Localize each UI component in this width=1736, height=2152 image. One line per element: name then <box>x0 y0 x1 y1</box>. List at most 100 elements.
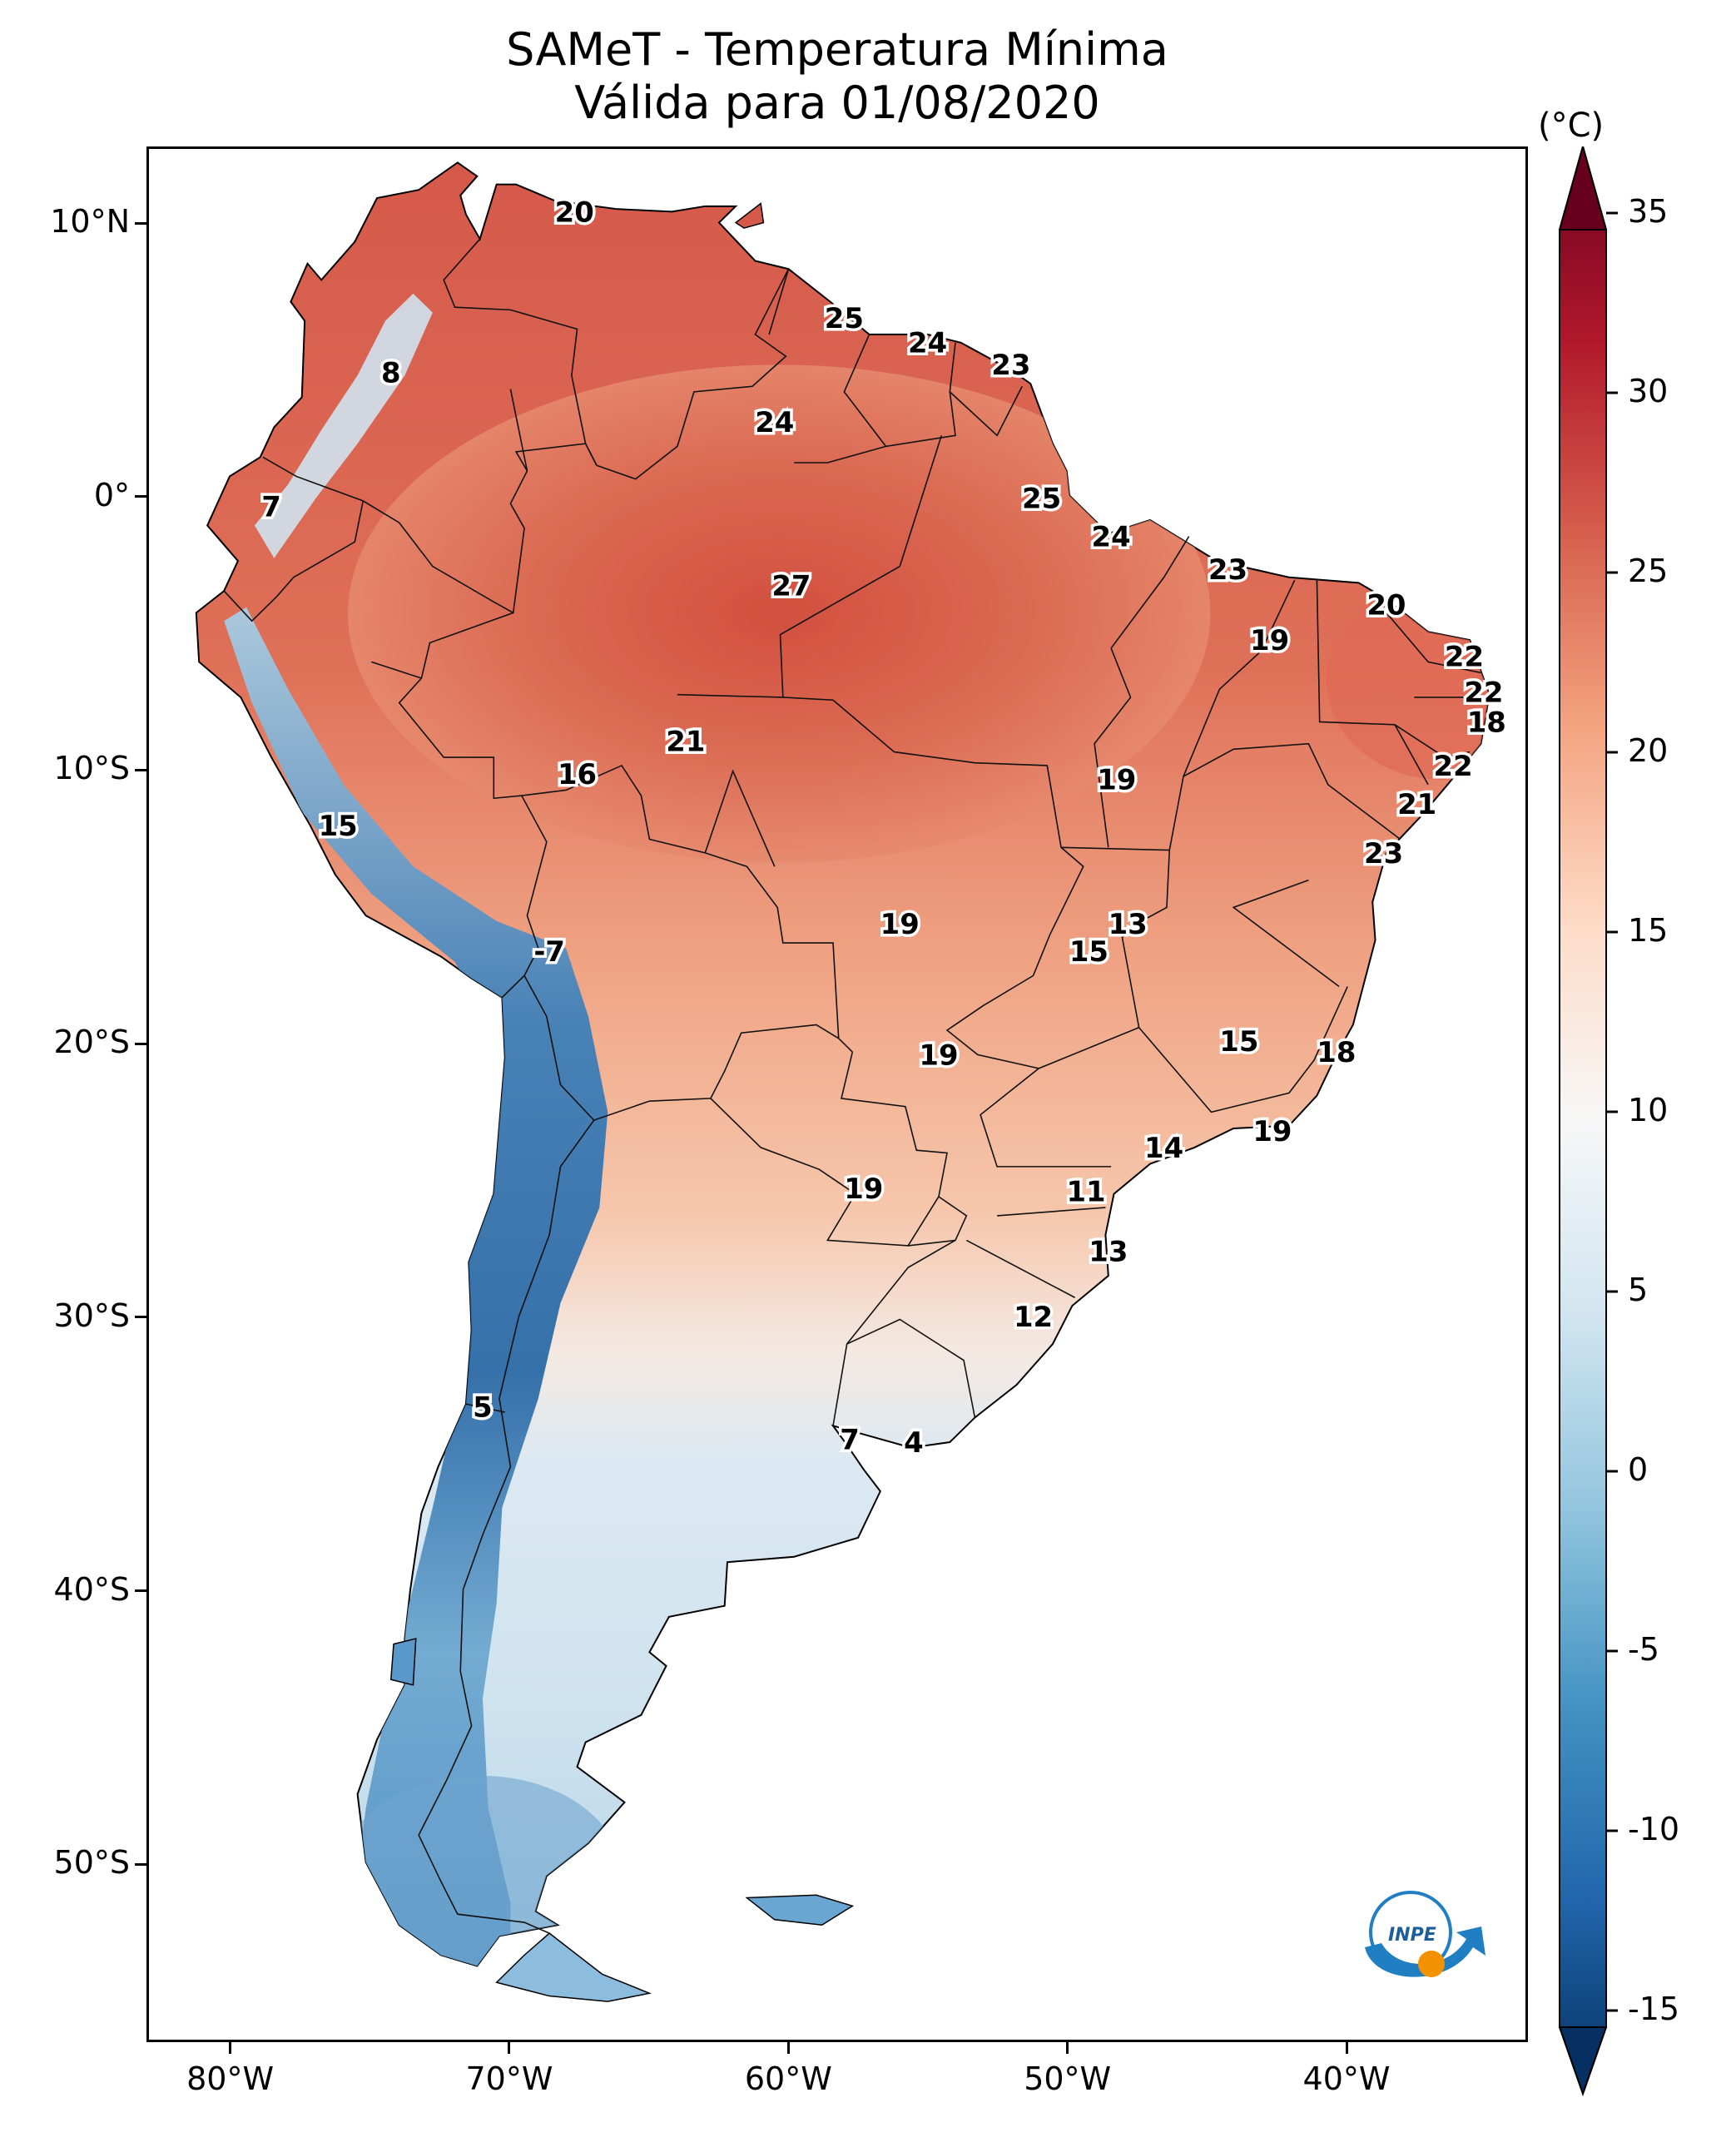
colorbar-tick-label: 15 <box>1628 912 1669 949</box>
colorbar-tick-label: 25 <box>1628 553 1669 589</box>
border-line <box>465 1403 505 1413</box>
colorbar-tick-label: 35 <box>1628 193 1669 230</box>
contour-label: 24 <box>755 406 794 439</box>
border-line <box>768 268 790 335</box>
colombia-andes-cool <box>254 293 433 558</box>
border-line <box>1110 536 1190 649</box>
colorbar-tick-label: 0 <box>1628 1451 1649 1488</box>
contour-label: 19 <box>1097 763 1136 796</box>
islands <box>389 202 855 2002</box>
lat-tick-mark <box>135 1862 146 1866</box>
border-line <box>521 764 853 1053</box>
colorbar-tick-label: -15 <box>1628 1991 1680 2027</box>
contour-label: 24 <box>908 327 947 359</box>
border-line <box>1386 612 1481 674</box>
patagonia-cold-zone <box>340 1775 622 1966</box>
lon-tick-mark <box>229 2042 232 2054</box>
border-line <box>443 238 598 466</box>
logo-orbit <box>1369 1891 1452 1974</box>
northeast-warm-zone <box>1326 580 1490 780</box>
lon-tick-mark <box>508 2042 511 2054</box>
contour-label: 24 <box>1092 521 1131 553</box>
contour-label: 7 <box>261 490 281 523</box>
lat-tick-label: 20°S <box>53 1024 130 1061</box>
border-line <box>794 445 886 464</box>
lat-tick-mark <box>135 1589 146 1593</box>
contour-label: 13 <box>1109 908 1148 940</box>
contour-label: 4 <box>904 1426 924 1459</box>
contour-label: 22 <box>1434 750 1473 782</box>
tierra-del-fuego <box>495 1932 652 2002</box>
colorbar <box>1558 146 1618 2097</box>
contour-label: 13 <box>1089 1235 1128 1267</box>
lat-tick-label: 30°S <box>53 1297 130 1334</box>
map-panel: 20 8 25 24 23 24 7 25 24 27 23 20 19 22 22 18 21 16 19 22 21… <box>146 146 1528 2042</box>
contour-label: 23 <box>1208 553 1247 586</box>
contour-label: 18 <box>1317 1036 1356 1069</box>
falklands-island <box>745 1894 855 1926</box>
border-line <box>997 1207 1106 1217</box>
border-line <box>949 385 1023 437</box>
colorbar-tick-label: 20 <box>1628 732 1669 769</box>
lat-tick-label: 10°S <box>53 750 130 787</box>
border-line <box>677 693 783 698</box>
border-line <box>840 1051 948 1197</box>
contour-label: 12 <box>1014 1301 1053 1333</box>
lat-tick-label: 0° <box>93 476 130 513</box>
border-line <box>710 1098 940 1247</box>
border-line <box>908 1196 968 1247</box>
contour-label: 23 <box>991 349 1030 381</box>
border-line <box>1168 742 1401 850</box>
border-line <box>1183 579 1296 777</box>
lon-tick-label: 50°W <box>1024 2060 1112 2097</box>
border-line <box>779 435 943 697</box>
contour-label: 15 <box>1069 935 1109 968</box>
colorbar-tick-label: 10 <box>1628 1092 1669 1128</box>
contour-label: 19 <box>919 1039 958 1071</box>
colorbar-tick-label: 30 <box>1628 373 1669 409</box>
contour-label: 22 <box>1464 676 1503 708</box>
lon-tick-label: 80°W <box>186 2060 275 2097</box>
amazon-warm-zone <box>348 364 1211 863</box>
border-line <box>782 697 1084 1069</box>
border-line <box>965 1239 1076 1298</box>
contour-label: 7 <box>840 1424 860 1456</box>
contour-label: 25 <box>825 302 864 335</box>
contour-label: 14 <box>1144 1132 1183 1164</box>
border-line <box>1094 647 1132 848</box>
colorbar-tick-label: -10 <box>1628 1811 1680 1847</box>
border-line <box>980 846 1171 1168</box>
lon-tick-label: 70°W <box>465 2060 553 2097</box>
colorbar-tick-label: -5 <box>1628 1631 1659 1668</box>
contour-label: 8 <box>381 357 401 389</box>
contour-label: 19 <box>844 1173 883 1205</box>
chiloe-island <box>389 1638 417 1686</box>
lon-tick-label: 40°W <box>1302 2060 1391 2097</box>
andes-cold-band <box>224 607 608 1966</box>
contour-label: -7 <box>533 935 565 968</box>
contour-label: 20 <box>1366 589 1406 622</box>
lat-tick-mark <box>135 221 146 225</box>
logo-swoosh <box>1365 1926 1486 1977</box>
contour-label: 16 <box>558 758 597 791</box>
border-line <box>1138 986 1348 1113</box>
contour-label: 25 <box>1022 483 1061 515</box>
map-title: SAMeT - Temperatura Mínima Válida para 0… <box>146 23 1528 130</box>
contour-label: 19 <box>1252 1115 1292 1148</box>
contour-label: 22 <box>1445 641 1484 673</box>
trinidad-island <box>734 202 765 229</box>
lat-tick-mark <box>135 1042 146 1045</box>
border-line <box>843 334 956 448</box>
lat-tick-mark <box>135 768 146 771</box>
lon-tick-mark <box>1345 2042 1348 2054</box>
colorbar-bottom-extend <box>1558 2026 1608 2097</box>
contour-label: 15 <box>1219 1025 1258 1058</box>
colorbar-body <box>1559 146 1607 2097</box>
border-line <box>704 769 776 867</box>
border-line <box>509 389 528 472</box>
contour-label: 5 <box>473 1391 493 1423</box>
logo-sun <box>1418 1951 1445 1977</box>
contour-label: 19 <box>880 908 920 940</box>
title-line-2: Válida para 01/08/2020 <box>574 77 1100 129</box>
